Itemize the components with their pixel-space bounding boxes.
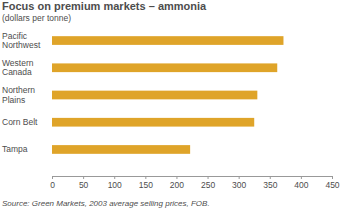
title: Focus on premium markets – ammonia bbox=[2, 0, 207, 12]
x-tick-label: 400 bbox=[294, 180, 308, 190]
x-tick-mark bbox=[301, 176, 302, 179]
bar bbox=[52, 63, 277, 72]
chart: Focus on premium markets – ammonia(dolla… bbox=[0, 0, 340, 210]
x-tick-mark bbox=[83, 176, 84, 179]
x-tick: 250 bbox=[201, 176, 215, 190]
x-tick: 450 bbox=[325, 176, 339, 190]
source-note: Source: Green Markets, 2003 average sell… bbox=[2, 199, 210, 208]
x-tick-label: 100 bbox=[108, 180, 122, 190]
x-tick-mark bbox=[145, 176, 146, 179]
y-tick: Tampa bbox=[2, 144, 52, 154]
bar bbox=[52, 118, 254, 127]
bar bbox=[52, 145, 190, 154]
bar bbox=[52, 36, 283, 45]
x-tick-mark bbox=[332, 176, 333, 179]
y-tick-label: Corn Belt bbox=[2, 117, 38, 127]
x-tick-label: 450 bbox=[325, 180, 339, 190]
x-tick-label: 0 bbox=[50, 180, 55, 190]
y-tick: WesternCanada bbox=[2, 58, 52, 77]
bar bbox=[52, 91, 257, 100]
x-tick-mark bbox=[114, 176, 115, 179]
x-tick-mark bbox=[208, 176, 209, 179]
x-tick-label: 150 bbox=[139, 180, 153, 190]
y-tick: Corn Belt bbox=[2, 117, 52, 127]
y-tick-label: WesternCanada bbox=[2, 58, 34, 77]
y-axis: PacificNorthwest WesternCanada NorthernPla… bbox=[2, 31, 52, 154]
x-tick-label: 50 bbox=[79, 180, 89, 190]
y-tick: NorthernPlains bbox=[2, 85, 52, 104]
x-tick: 200 bbox=[170, 176, 184, 190]
subtitle: (dollars per tonne) bbox=[2, 13, 71, 23]
x-tick: 300 bbox=[232, 176, 246, 190]
x-tick-mark bbox=[239, 176, 240, 179]
x-tick: 350 bbox=[263, 176, 277, 190]
x-tick: 150 bbox=[139, 176, 153, 190]
x-tick-label: 300 bbox=[232, 180, 246, 190]
x-tick-label: 200 bbox=[170, 180, 184, 190]
x-tick-label: 350 bbox=[263, 180, 277, 190]
y-tick: PacificNorthwest bbox=[2, 31, 52, 50]
x-tick-mark bbox=[270, 176, 271, 179]
y-tick-label: PacificNorthwest bbox=[2, 31, 41, 50]
x-tick-mark bbox=[176, 176, 177, 179]
x-tick: 400 bbox=[294, 176, 308, 190]
x-axis: 0 50 100 150 200 250 300 350 400 450 bbox=[50, 176, 340, 190]
x-tick-label: 250 bbox=[201, 180, 215, 190]
x-tick: 0 bbox=[50, 176, 55, 190]
x-axis-line bbox=[53, 176, 333, 177]
y-tick-label: NorthernPlains bbox=[2, 85, 35, 104]
y-tick-label: Tampa bbox=[2, 144, 28, 154]
x-tick: 50 bbox=[79, 176, 89, 190]
bars bbox=[52, 36, 283, 154]
x-tick-mark bbox=[52, 176, 53, 179]
x-tick: 100 bbox=[108, 176, 122, 190]
